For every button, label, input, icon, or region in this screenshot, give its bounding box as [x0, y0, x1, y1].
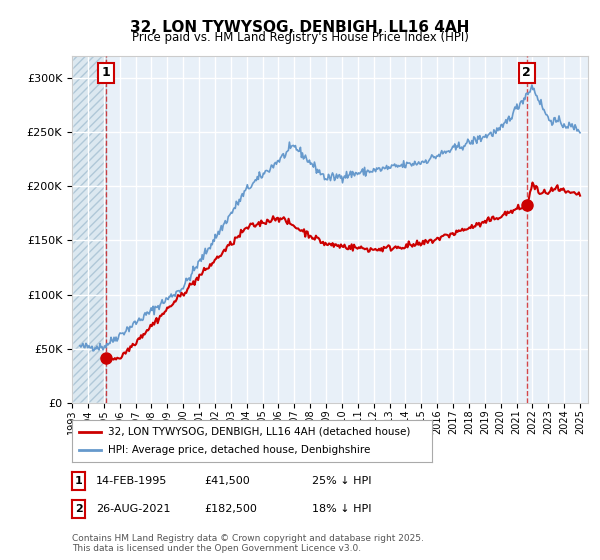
Text: Price paid vs. HM Land Registry's House Price Index (HPI): Price paid vs. HM Land Registry's House … — [131, 31, 469, 44]
Text: 32, LON TYWYSOG, DENBIGH, LL16 4AH: 32, LON TYWYSOG, DENBIGH, LL16 4AH — [130, 20, 470, 35]
Text: £182,500: £182,500 — [204, 504, 257, 514]
Text: 18% ↓ HPI: 18% ↓ HPI — [312, 504, 371, 514]
Text: HPI: Average price, detached house, Denbighshire: HPI: Average price, detached house, Denb… — [108, 445, 370, 455]
Text: 26-AUG-2021: 26-AUG-2021 — [96, 504, 170, 514]
Text: 25% ↓ HPI: 25% ↓ HPI — [312, 476, 371, 486]
Text: Contains HM Land Registry data © Crown copyright and database right 2025.
This d: Contains HM Land Registry data © Crown c… — [72, 534, 424, 553]
Text: 2: 2 — [523, 67, 531, 80]
Text: 32, LON TYWYSOG, DENBIGH, LL16 4AH (detached house): 32, LON TYWYSOG, DENBIGH, LL16 4AH (deta… — [108, 427, 410, 437]
Text: 2: 2 — [75, 504, 82, 514]
Bar — [72, 56, 106, 403]
Text: 1: 1 — [75, 476, 82, 486]
Text: 1: 1 — [101, 67, 110, 80]
Text: £41,500: £41,500 — [204, 476, 250, 486]
Text: 14-FEB-1995: 14-FEB-1995 — [96, 476, 167, 486]
